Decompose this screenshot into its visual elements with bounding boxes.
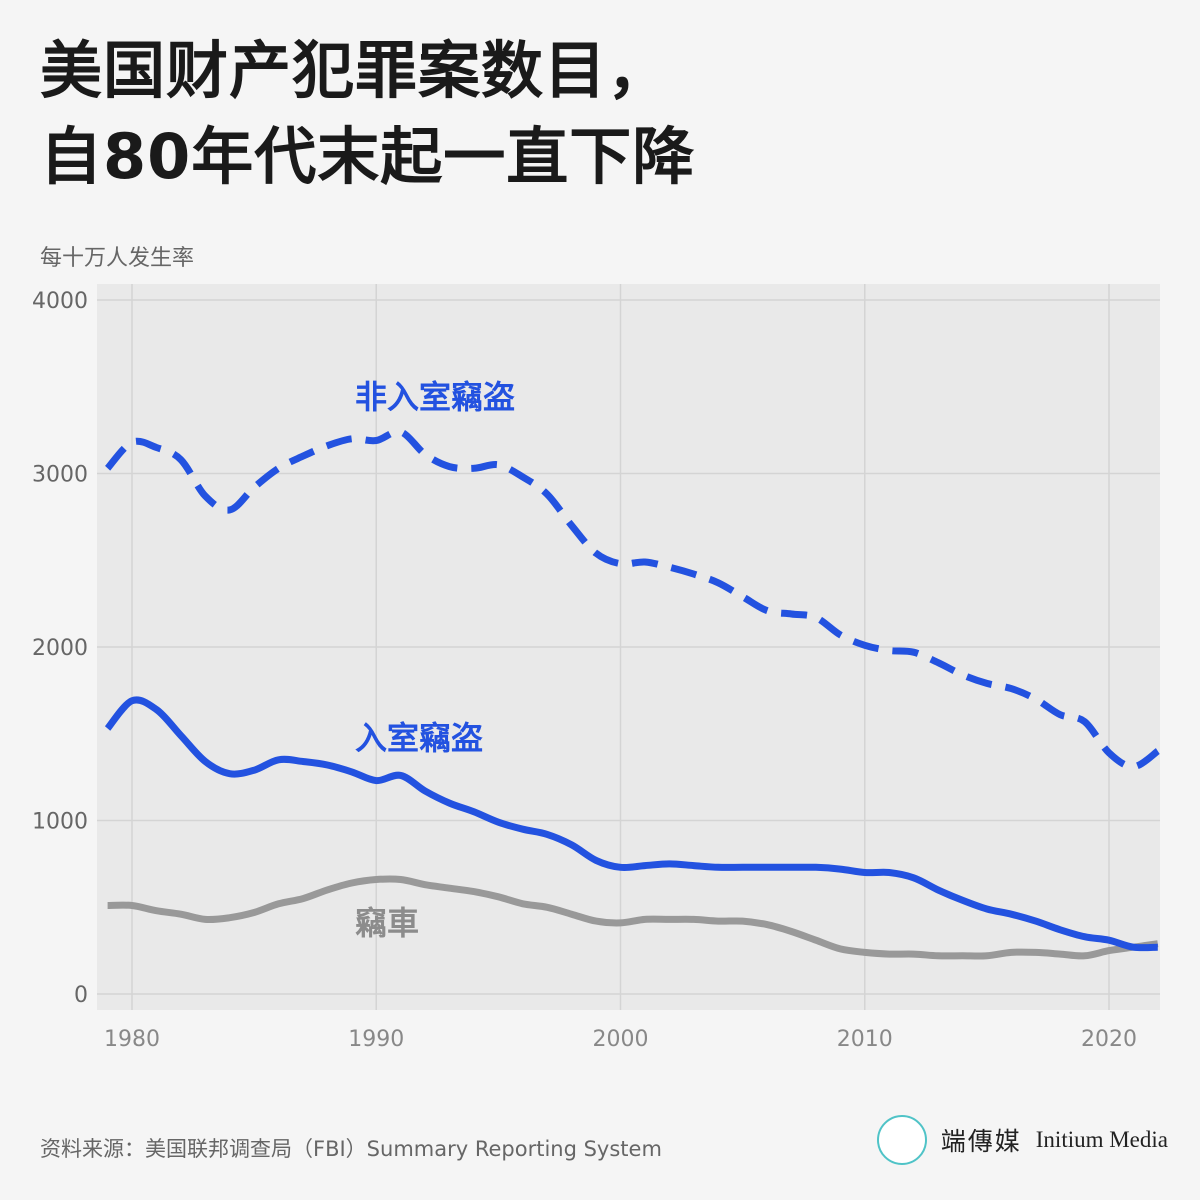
series-label-residential-burglary: 入室竊盗 — [355, 719, 483, 757]
chart-title: 美国财产犯罪案数目， 自80年代末起一直下降 — [40, 28, 695, 200]
x-tick-label: 2000 — [593, 1027, 649, 1052]
series-line-vehicle-theft — [107, 875, 1159, 960]
x-tick-label: 1980 — [104, 1027, 160, 1052]
initium-logo-icon — [876, 1115, 927, 1165]
brand-logo-block: 端傳媒 Initium Media — [876, 1112, 1168, 1168]
title-line-2: 自80年代末起一直下降 — [40, 120, 696, 193]
x-tick-label: 1990 — [348, 1027, 404, 1052]
y-axis-unit-label: 每十万人发生率 — [40, 246, 195, 271]
y-tick-label: 2000 — [32, 636, 88, 661]
line-chart: 0 1000 2000 3000 4000 1980 1990 2000 2010 2020 非入室… — [32, 284, 1160, 1052]
series-line-non-residential-burglary — [104, 428, 1160, 771]
y-tick-label: 0 — [74, 983, 88, 1008]
brand-name-cn: 端傳媒 — [940, 1127, 1022, 1156]
title-line-1: 美国财产犯罪案数目， — [40, 34, 671, 107]
series-line-residential-burglary — [104, 696, 1158, 952]
x-tick-label: 2020 — [1081, 1027, 1137, 1052]
series-label-non-residential-burglary: 非入室竊盗 — [355, 378, 515, 416]
y-tick-label: 1000 — [32, 810, 88, 835]
x-tick-label: 2010 — [837, 1027, 893, 1052]
y-tick-label: 3000 — [32, 463, 88, 488]
y-tick-label: 4000 — [32, 289, 88, 314]
source-note: 资料来源：美国联邦调查局（FBI）Summary Reporting Syste… — [40, 1137, 662, 1161]
series-label-vehicle-theft: 竊車 — [355, 904, 419, 942]
brand-name-en: Initium Media — [1035, 1127, 1168, 1152]
